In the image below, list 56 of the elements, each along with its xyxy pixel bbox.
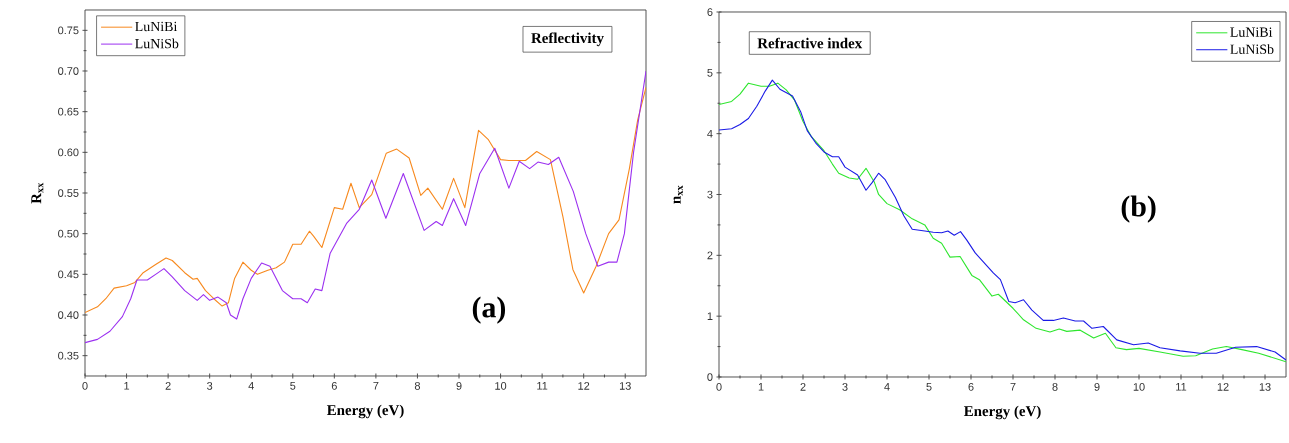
x-tick-label: 0: [82, 382, 88, 390]
legend-label: LuNiSb: [1230, 44, 1274, 54]
y-tick-label: 0.65: [58, 107, 79, 116]
y-tick-label: 0: [707, 373, 713, 381]
y-tick-label: 3: [707, 190, 713, 199]
y-tick-label: 4: [707, 129, 713, 138]
x-tick-label: 12: [578, 382, 590, 390]
legend-label: LuNiBi: [135, 21, 178, 32]
x-tick-label: 3: [842, 383, 848, 391]
y-tick-label: 0.75: [58, 26, 79, 35]
x-tick-label: 11: [1176, 383, 1187, 391]
x-tick-label: 4: [248, 382, 254, 390]
x-tick-label: 9: [1094, 383, 1100, 391]
annotation: (a): [472, 296, 506, 324]
y-tick-label: 1: [707, 312, 713, 320]
x-tick-label: 0: [716, 383, 722, 391]
y-tick-label: 2: [707, 251, 713, 260]
annotation: (b): [1121, 195, 1156, 223]
x-tick-label: 5: [290, 382, 296, 390]
x-tick-label: 13: [619, 382, 631, 390]
y-tick-label: 0.45: [58, 270, 79, 279]
x-tick-label: 6: [968, 383, 974, 391]
y-tick-label: 0.70: [58, 67, 79, 75]
x-tick-label: 1: [124, 382, 130, 390]
y-tick-label: 6: [707, 8, 713, 16]
y-tick-label: 0.60: [58, 148, 79, 157]
x-tick-label: 13: [1259, 383, 1271, 391]
x-tick-label: 10: [1133, 383, 1145, 391]
x-tick-label: 2: [165, 382, 171, 390]
annotation: Refractive index: [757, 37, 863, 49]
x-tick-label: 7: [1010, 383, 1016, 391]
legend-label: LuNiSb: [135, 38, 179, 49]
legend-label: LuNiBi: [1230, 27, 1273, 37]
x-axis-title: Energy (eV): [326, 404, 404, 419]
x-tick-label: 1: [758, 383, 764, 391]
x-tick-label: 10: [495, 382, 507, 390]
x-axis-title: Energy (eV): [963, 405, 1041, 420]
y-tick-label: 5: [707, 69, 713, 77]
y-axis-title: n$_{xx}$: [673, 185, 683, 204]
x-tick-label: 11: [537, 382, 548, 390]
x-tick-label: 7: [373, 382, 379, 390]
y-tick-label: 0.40: [58, 311, 79, 319]
y-tick-label: 0.55: [58, 189, 79, 197]
x-tick-label: 4: [884, 383, 890, 391]
x-tick-label: 3: [207, 382, 213, 390]
x-tick-label: 5: [926, 383, 932, 391]
annotation: Reflectivity: [531, 32, 604, 47]
x-tick-label: 9: [456, 382, 462, 390]
x-tick-label: 6: [331, 382, 337, 390]
x-tick-label: 12: [1217, 383, 1229, 391]
x-tick-label: 8: [414, 382, 421, 390]
y-tick-label: 0.35: [58, 351, 79, 360]
x-tick-label: 2: [800, 383, 806, 391]
y-tick-label: 0.50: [58, 229, 79, 238]
y-axis-title: R$_{xx}$: [31, 182, 44, 204]
x-tick-label: 8: [1052, 383, 1058, 391]
